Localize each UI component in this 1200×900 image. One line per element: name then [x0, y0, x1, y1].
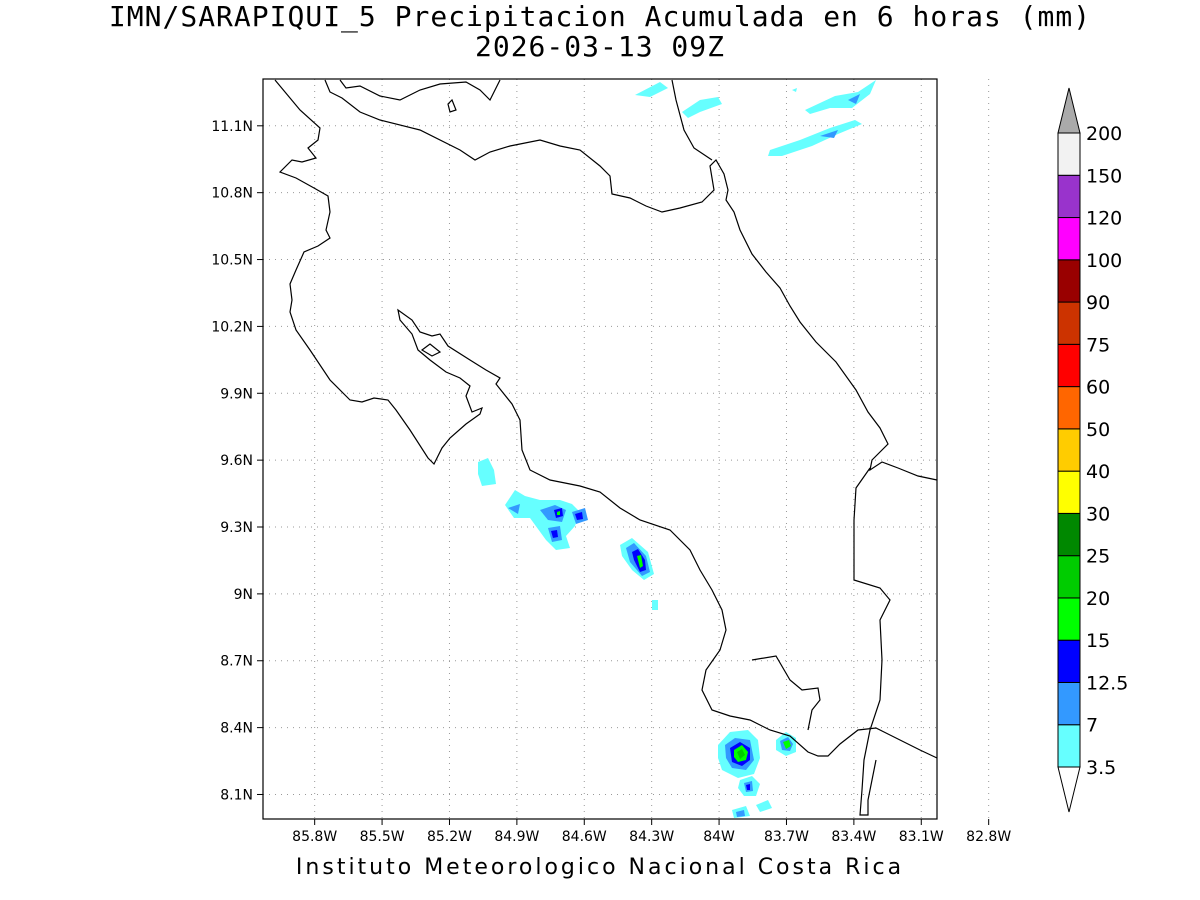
colorbar-swatch [1057, 555, 1081, 599]
y-tick-label: 11.1N [211, 119, 253, 135]
colorbar-label: 200 [1086, 123, 1122, 145]
x-tick-label: 84W [703, 829, 735, 845]
y-tick-label: 8.4N [220, 721, 253, 737]
precip-area [737, 749, 745, 759]
x-axis-ticks: 85.8W 85.5W 85.2W 84.9W 84.6W 84.3W 84W 83.7W 83… [292, 819, 1011, 845]
grid-lines [263, 79, 990, 819]
colorbar-under-triangle [1057, 766, 1081, 813]
colorbar-label: 150 [1086, 165, 1122, 187]
colorbar-label: 30 [1086, 503, 1110, 525]
coastline [324, 79, 938, 481]
colorbar-swatch [1057, 681, 1081, 726]
colorbar-label: 120 [1086, 208, 1122, 230]
precip-area [792, 88, 797, 92]
title-line-2: 2026-03-13 09Z [474, 30, 725, 63]
precip-area [756, 800, 772, 812]
coastline [339, 79, 501, 102]
colorbar-label: 100 [1086, 250, 1122, 272]
precip-area [508, 504, 520, 514]
x-tick-label: 85.2W [427, 829, 472, 845]
precip-area [575, 512, 583, 520]
x-tick-label: 83.7W [764, 829, 809, 845]
x-tick-label: 84.3W [629, 829, 674, 845]
precip-area [805, 80, 876, 114]
precip-area [848, 94, 860, 104]
precip-area [736, 810, 745, 817]
colorbar-swatch [1057, 639, 1081, 683]
map-title: IMN/SARAPIQUI_5 Precipitacion Acumulada … [0, 2, 1200, 62]
precip-area [746, 784, 750, 790]
x-tick-label: 84.6W [562, 829, 607, 845]
precip-area [820, 130, 838, 138]
colorbar-label: 25 [1086, 546, 1110, 568]
colorbar-label: 3.5 [1086, 757, 1116, 779]
y-tick-label: 9.3N [220, 520, 253, 536]
precip-area [768, 120, 862, 156]
x-tick-label: 85.8W [292, 829, 337, 845]
precip-area [652, 600, 658, 610]
y-tick-label: 9.6N [220, 453, 253, 469]
y-axis-ticks: 8.1N 8.4N 8.7N 9N 9.3N 9.6N 9.9N 10.2N 10.5N 10.8… [211, 119, 263, 803]
x-tick-label: 84.9W [494, 829, 539, 845]
precip-area [505, 490, 580, 550]
coastline [274, 79, 938, 759]
title-line-1: IMN/SARAPIQUI_5 Precipitacion Acumulada … [108, 0, 1092, 33]
colorbar-label: 7 [1086, 715, 1098, 737]
y-tick-label: 10.5N [211, 253, 253, 269]
y-tick-label: 10.8N [211, 186, 253, 202]
island [447, 98, 457, 113]
colorbar-label: 40 [1086, 461, 1110, 483]
y-tick-label: 10.2N [211, 319, 253, 335]
colorbar-swatch [1057, 724, 1081, 768]
y-tick-label: 8.1N [220, 787, 253, 803]
colorbar-swatch [1057, 428, 1081, 472]
colorbar-label: 20 [1086, 588, 1110, 610]
colorbar-swatch [1057, 259, 1081, 303]
colorbar-swatch [1057, 301, 1081, 345]
colorbar-label: 12.5 [1086, 672, 1128, 694]
precip-area [557, 511, 560, 515]
precip-area [783, 740, 791, 749]
x-tick-label: 82.8W [966, 829, 1011, 845]
footer-credit: Instituto Meteorologico Nacional Costa R… [295, 855, 905, 880]
colorbar-swatch [1057, 470, 1081, 514]
colorbar-swatch [1057, 343, 1081, 388]
colorbar-over-triangle [1057, 87, 1081, 134]
island [420, 343, 442, 357]
colorbar: 3.5 7 12.5 15 20 25 30 40 50 60 75 90 100 120 150 200 [1057, 87, 1128, 813]
colorbar-swatch [1057, 174, 1081, 219]
border [853, 467, 891, 816]
precipitation-areas [478, 80, 876, 818]
colorbar-swatch [1057, 132, 1081, 176]
colorbar-label: 90 [1086, 292, 1110, 314]
colorbar-swatch [1057, 217, 1081, 261]
y-tick-label: 9.9N [220, 386, 253, 402]
colorbar-label: 75 [1086, 334, 1110, 356]
colorbar-label: 15 [1086, 630, 1110, 652]
coastline [751, 655, 821, 731]
x-tick-label: 83.4W [831, 829, 876, 845]
precip-area [551, 530, 558, 538]
map-frame [262, 78, 938, 820]
colorbar-swatch [1057, 597, 1081, 641]
colorbar-swatch [1057, 386, 1081, 430]
colorbar-swatch [1057, 512, 1081, 557]
colorbar-label: 50 [1086, 419, 1110, 441]
coastline [671, 79, 713, 161]
colorbar-label: 60 [1086, 377, 1110, 399]
y-tick-label: 8.7N [220, 654, 253, 670]
precip-area [635, 82, 668, 97]
x-tick-label: 83.1W [899, 829, 944, 845]
precip-area [637, 555, 643, 568]
coastlines [274, 79, 938, 816]
precip-area [478, 458, 496, 486]
precip-area [682, 97, 722, 118]
y-tick-label: 9N [234, 587, 253, 603]
x-tick-label: 85.5W [360, 829, 405, 845]
